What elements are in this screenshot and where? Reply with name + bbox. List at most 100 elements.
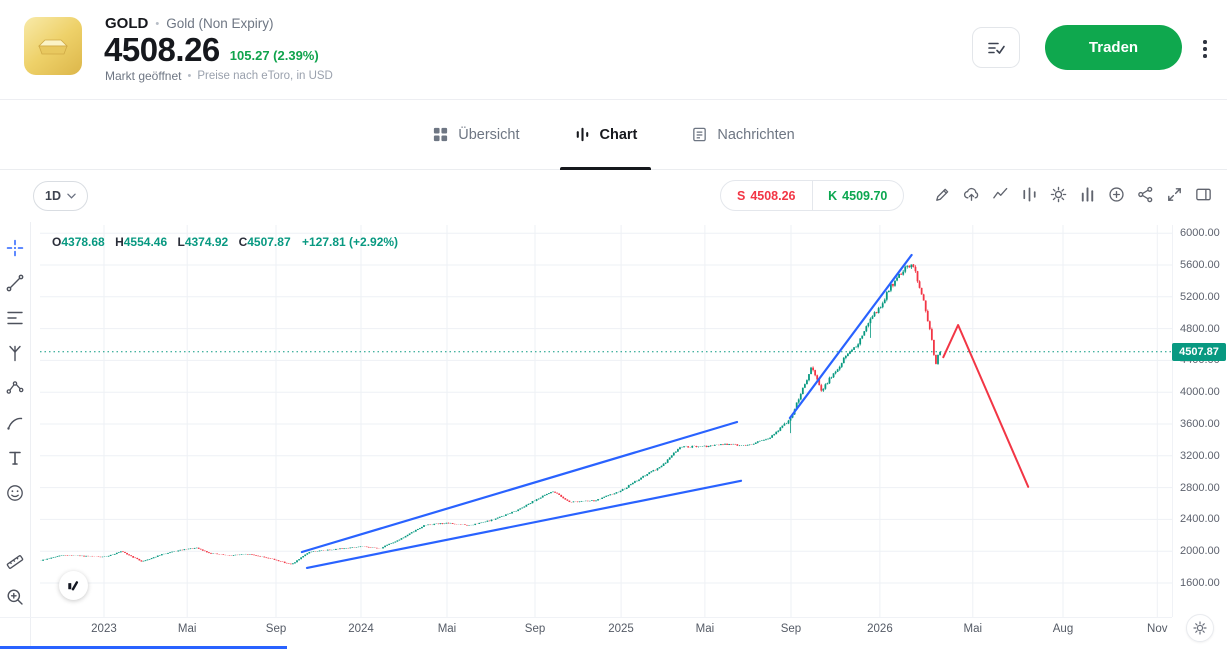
price-axis[interactable]: 6000.005600.005200.004800.004400.004000.… [1172, 0, 1227, 649]
price-source-note: Preise nach eToro, in USD [197, 70, 333, 82]
legend-change: +127.81 (+2.92%) [301, 235, 399, 249]
draw-icon[interactable] [933, 185, 952, 204]
measure-icon[interactable] [5, 552, 25, 572]
sell-button[interactable]: S 4508.26 [721, 181, 812, 210]
horizontal-scrollbar-thumb[interactable] [0, 646, 287, 649]
price-axis-label: 6000.00 [1180, 227, 1220, 240]
ohlc-legend: O4378.68 H4554.46 L4374.92 C4507.87 +127… [52, 235, 398, 249]
cloud-sync-icon[interactable] [962, 185, 981, 204]
price-axis-label: 5200.00 [1180, 290, 1220, 303]
price-axis-label: 3200.00 [1180, 449, 1220, 462]
chart-bars-icon [574, 126, 591, 143]
chart-style-icon[interactable] [1078, 185, 1097, 204]
price-axis-label: 4000.00 [1180, 386, 1220, 399]
list-check-icon [985, 37, 1007, 59]
price-axis-label: 2400.00 [1180, 513, 1220, 526]
tab-chart[interactable]: Chart [559, 100, 652, 170]
time-axis-label: Nov [1147, 623, 1168, 635]
grid-icon [432, 126, 449, 143]
time-axis-label: Sep [780, 623, 802, 635]
trade-button[interactable]: Traden [1045, 25, 1182, 70]
tab-label: Übersicht [458, 126, 520, 143]
time-axis-label: 2026 [867, 623, 893, 635]
buy-price: 4509.70 [842, 188, 888, 203]
separator-dot: • [187, 70, 192, 82]
fib-lines-icon[interactable] [5, 308, 25, 328]
tab-label: Nachrichten [717, 126, 795, 143]
time-axis[interactable]: 2023 Mai Sep 2024 Mai Sep 2025 Mai Sep 2026 Mai Aug… [0, 617, 1172, 649]
legend-low-label: L [177, 235, 185, 249]
fullscreen-icon[interactable] [1165, 185, 1184, 204]
price-axis-label: 2800.00 [1180, 481, 1220, 494]
tab-bar: Übersicht Chart Nachrichten [0, 100, 1227, 170]
crosshair-icon[interactable] [5, 238, 25, 258]
legend-high-label: H [115, 235, 124, 249]
trendline-style-icon[interactable] [991, 185, 1010, 204]
news-icon [691, 126, 708, 143]
more-options-button[interactable] [1198, 35, 1212, 63]
time-axis-label: Mai [437, 623, 457, 635]
timeframe-selector[interactable]: 1D [33, 181, 88, 211]
time-axis-label: 2025 [608, 623, 634, 635]
price-axis-label: 1600.00 [1180, 576, 1220, 589]
side-panel-icon[interactable] [1194, 185, 1213, 204]
timeframe-label: 1D [45, 189, 61, 203]
instrument-symbol: GOLD [105, 15, 149, 32]
legend-close-label: C [238, 235, 248, 249]
current-price: 4508.26 [104, 31, 220, 68]
time-axis-label: Mai [695, 623, 715, 635]
chevron-down-icon [67, 193, 76, 199]
chart-tools [933, 185, 1213, 204]
sell-price: 4508.26 [750, 188, 796, 203]
time-axis-label: Mai [963, 623, 983, 635]
tab-label: Chart [599, 126, 638, 143]
tradingview-mark-icon [67, 580, 78, 590]
time-axis-label: 2024 [348, 623, 374, 635]
legend-high-value: 4554.46 [123, 235, 168, 249]
current-price-badge: 4507.87 [1172, 342, 1226, 361]
gear-icon [1193, 621, 1207, 635]
trade-button-label: Traden [1088, 39, 1139, 56]
chart-settings-button[interactable] [1186, 614, 1214, 642]
drawing-toolbar [0, 222, 31, 649]
watchlist-button[interactable] [972, 27, 1020, 68]
separator-dot: • [155, 17, 160, 30]
gold-logo [24, 17, 82, 75]
legend-open-label: O [52, 235, 62, 249]
tab-nachrichten[interactable]: Nachrichten [691, 100, 795, 169]
buy-button[interactable]: K 4509.70 [811, 181, 904, 210]
gold-ingot-icon [38, 39, 68, 55]
pitchfork-icon[interactable] [5, 343, 25, 363]
time-axis-label: Sep [524, 623, 546, 635]
time-axis-label: Sep [265, 623, 287, 635]
time-axis-label: Aug [1052, 623, 1074, 635]
legend-close-value: 4507.87 [247, 235, 291, 249]
price-axis-label: 4800.00 [1180, 322, 1220, 335]
price-axis-label: 5600.00 [1180, 258, 1220, 271]
price-chart[interactable] [40, 225, 1172, 617]
market-status: Markt geöffnet [105, 69, 182, 83]
sell-label: S [736, 188, 746, 203]
zoom-in-icon[interactable] [5, 587, 25, 607]
time-axis-label: Mai [177, 623, 197, 635]
settings-icon[interactable] [1049, 185, 1068, 204]
compare-icon[interactable] [1107, 185, 1126, 204]
time-axis-label: 2023 [91, 623, 117, 635]
text-tool-icon[interactable] [5, 448, 25, 468]
tab-uebersicht[interactable]: Übersicht [432, 100, 520, 169]
instrument-header: GOLD • Gold (Non Expiry) 4508.26 105.27 … [0, 0, 1227, 100]
price-axis-label: 3600.00 [1180, 417, 1220, 430]
tradingview-logo[interactable] [59, 571, 88, 600]
share-icon[interactable] [1136, 185, 1155, 204]
brush-icon[interactable] [5, 413, 25, 433]
sell-buy-widget: S 4508.26 K 4509.70 [720, 180, 904, 211]
pattern-icon[interactable] [5, 378, 25, 398]
trend-line-icon[interactable] [5, 273, 25, 293]
indicators-icon[interactable] [1020, 185, 1039, 204]
legend-low-value: 4374.92 [184, 235, 229, 249]
emoji-icon[interactable] [5, 483, 25, 503]
legend-open-value: 4378.68 [61, 235, 105, 249]
instrument-name: Gold (Non Expiry) [166, 16, 274, 31]
price-axis-label: 2000.00 [1180, 545, 1220, 558]
